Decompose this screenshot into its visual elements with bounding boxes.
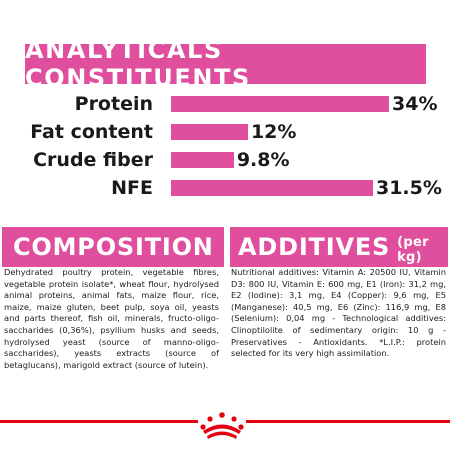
additives-title: ADDITIVES xyxy=(238,233,391,261)
composition-text: Dehydrated poultry protein, vegetable fi… xyxy=(4,267,219,370)
constituent-row-nfe: NFE 31.5% xyxy=(0,175,450,201)
additives-banner: ADDITIVES (per kg) xyxy=(230,227,448,267)
constituent-bar xyxy=(171,96,389,112)
constituent-label: Protein xyxy=(74,93,153,115)
constituent-bar xyxy=(171,152,234,168)
constituent-value: 34% xyxy=(392,93,438,115)
constituent-row-protein: Protein 34% xyxy=(0,91,450,117)
additives-text: Nutritional additives: Vitamin A: 20500 … xyxy=(231,267,446,359)
analytics-banner: ANALYTICALS CONSTITUENTS xyxy=(25,36,426,92)
composition-title: COMPOSITION xyxy=(13,233,214,261)
constituent-label: NFE xyxy=(111,177,153,199)
constituent-label: Fat content xyxy=(30,121,153,143)
constituent-row-fiber: Crude fiber 9.8% xyxy=(0,147,450,173)
analytics-title: ANALYTICALS CONSTITUENTS xyxy=(25,36,251,92)
constituent-bar xyxy=(171,124,248,140)
constituent-value: 9.8% xyxy=(236,149,290,171)
composition-banner: COMPOSITION xyxy=(2,227,224,267)
footer-rule-left xyxy=(0,420,198,423)
royal-canin-crown-icon xyxy=(200,412,244,439)
constituent-value: 12% xyxy=(250,121,297,143)
footer-rule-right xyxy=(246,420,450,423)
constituent-label: Crude fiber xyxy=(33,149,153,171)
constituent-row-fat: Fat content 12% xyxy=(0,119,450,145)
constituent-bar xyxy=(171,180,373,196)
additives-unit: (per kg) xyxy=(397,235,429,265)
constituent-value: 31.5% xyxy=(375,177,442,199)
